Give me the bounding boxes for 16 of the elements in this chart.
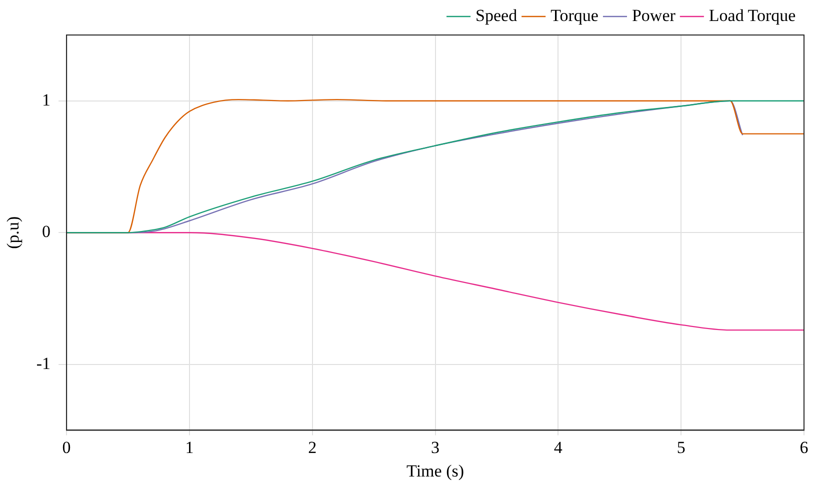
x-tick-label: 6 (800, 438, 808, 457)
x-tick-label: 5 (676, 438, 686, 457)
legend-label: Speed (476, 6, 518, 25)
x-tick-label: 1 (185, 438, 194, 457)
x-axis-title: Time (s) (406, 461, 464, 480)
legend-label: Power (632, 6, 676, 25)
y-axis-title: (p.u) (4, 216, 23, 249)
y-tick-label: -1 (36, 354, 51, 373)
x-tick-label: 4 (554, 438, 563, 457)
y-tick-label: 1 (42, 90, 51, 110)
x-tick-label: 2 (308, 438, 317, 457)
x-tick-label: 3 (431, 438, 440, 457)
x-tick-label: 0 (62, 438, 71, 457)
legend-label: Load Torque (708, 6, 796, 25)
legend-label: Torque (550, 6, 598, 25)
y-tick-label: 0 (42, 222, 51, 242)
